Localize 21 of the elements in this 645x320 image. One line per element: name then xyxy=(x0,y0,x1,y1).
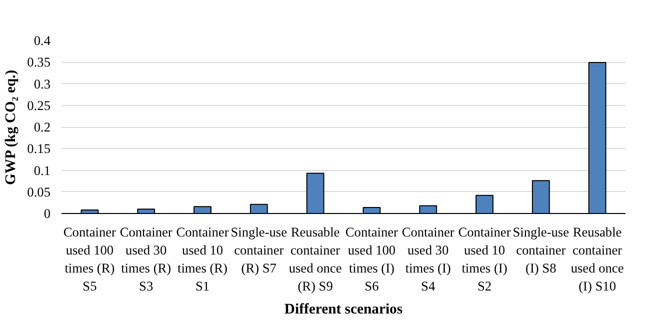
y-tick-label: 0.35 xyxy=(27,54,51,70)
x-tick-label: Container used 30 times (R) S3 xyxy=(120,224,173,294)
y-axis-title: GWP (kg CO₂ eq.) xyxy=(3,70,20,185)
x-tick-label: Reusable container used once (R) S9 xyxy=(288,224,342,294)
y-tick-label: 0.25 xyxy=(27,98,51,113)
x-tick-label: Container used 10 times (R) S1 xyxy=(176,224,230,294)
x-tick-label: Container used 30 times (I) S4 xyxy=(402,224,455,294)
y-tick-label: 0 xyxy=(44,206,51,221)
y-tick-label: 0.3 xyxy=(34,76,51,92)
x-tick-label: Single-use container (R) S7 xyxy=(230,224,288,276)
y-tick-label: 0.15 xyxy=(27,141,51,156)
y-tick-label: 0.1 xyxy=(34,162,51,178)
y-tick-label: 0.05 xyxy=(27,184,51,200)
x-axis-title: Different scenarios xyxy=(284,302,403,318)
x-tick-label: Single-use container (I) S8 xyxy=(512,224,570,276)
x-tick-label: Reusable container used once (I) S10 xyxy=(570,224,624,294)
x-tick-label: Container used 10 times (I) S2 xyxy=(458,224,512,294)
y-tick-label: 0.2 xyxy=(34,120,51,134)
y-tick-label: 0.4 xyxy=(34,33,51,48)
x-tick-label: Container used 100 times (R) S5 xyxy=(63,224,117,294)
x-tick-label: Container used 100 times (I) S6 xyxy=(345,224,399,294)
